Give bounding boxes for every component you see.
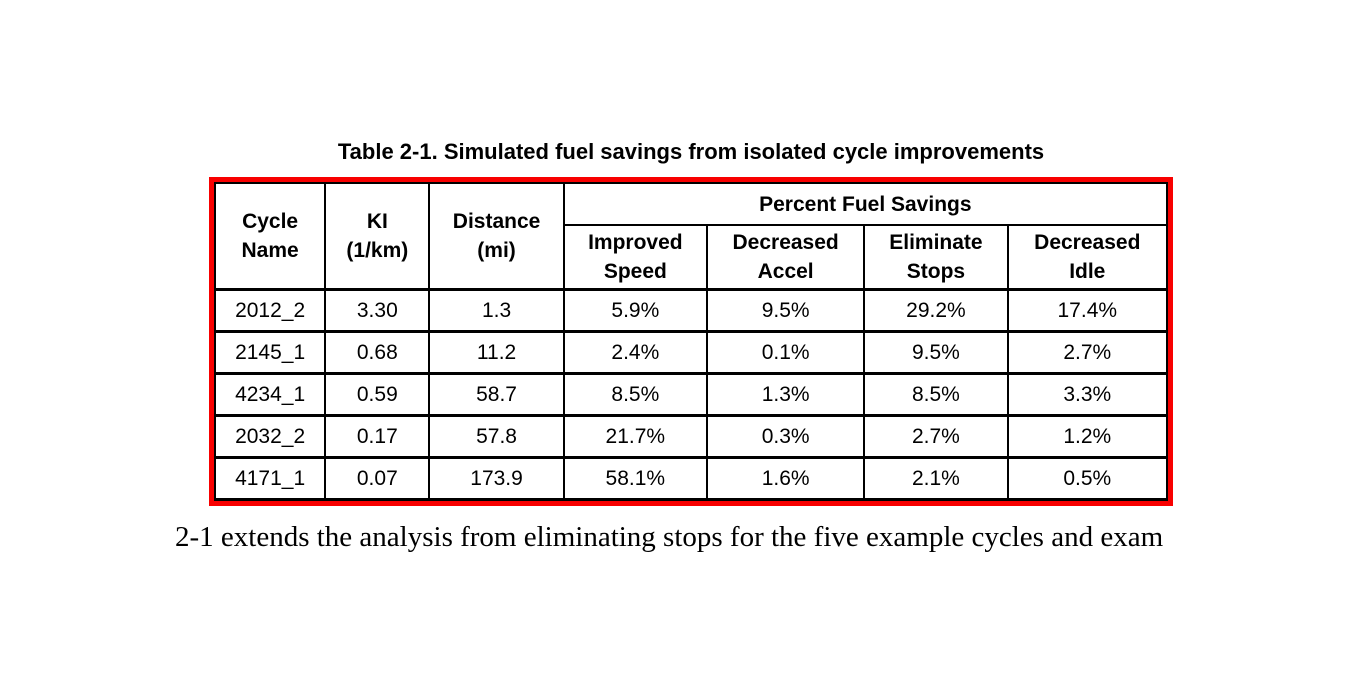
table-cell: 4171_1 <box>213 457 327 501</box>
table-cell: 29.2% <box>863 289 1009 333</box>
table-cell: 17.4% <box>1006 289 1169 333</box>
table-cell: 2012_2 <box>213 289 327 333</box>
table-cell: 5.9% <box>562 289 708 333</box>
table-cell: 1.3 <box>428 289 565 333</box>
table-cell: 8.5% <box>863 373 1009 417</box>
col-header-decreased-idle: Decreased Idle <box>1006 225 1169 291</box>
table-cell: 1.6% <box>705 457 866 501</box>
table-cell: 58.1% <box>562 457 708 501</box>
col-header-cycle-name: Cycle Name <box>213 183 327 291</box>
col-header-eliminate-stops: Eliminate Stops <box>863 225 1009 291</box>
table-row: 2032_2 0.17 57.8 21.7% 0.3% 2.7% 1.2% <box>213 415 1169 459</box>
table-caption: Table 2-1. Simulated fuel savings from i… <box>337 139 1045 164</box>
table-cell: 2.1% <box>863 457 1009 501</box>
body-paragraph: 2-1 extends the analysis from eliminatin… <box>175 521 1164 553</box>
table-cell: 3.30 <box>324 289 431 333</box>
table-red-frame: Cycle Name KI (1/km) Distance (mi) Perce… <box>209 177 1173 506</box>
col-header-ki: KI (1/km) <box>324 183 431 291</box>
table-cell: 57.8 <box>428 415 565 459</box>
col-group-header-percent-fuel-savings: Percent Fuel Savings <box>562 183 1169 226</box>
table-cell: 0.07 <box>324 457 431 501</box>
table-body: 2012_2 3.30 1.3 5.9% 9.5% 29.2% 17.4% 2145_1 0.6… <box>213 289 1169 501</box>
table-row: 4171_1 0.07 173.9 58.1% 1.6% 2.1% 0.5% <box>213 457 1169 501</box>
col-header-distance: Distance (mi) <box>428 183 565 291</box>
table-cell: 0.5% <box>1006 457 1169 501</box>
header-row-top: Cycle Name KI (1/km) Distance (mi) Perce… <box>213 183 1169 291</box>
table-cell: 0.68 <box>324 331 431 375</box>
table-cell: 2032_2 <box>213 415 327 459</box>
table-cell: 2145_1 <box>213 331 327 375</box>
table-cell: 0.3% <box>705 415 866 459</box>
table-row: 2012_2 3.30 1.3 5.9% 9.5% 29.2% 17.4% <box>213 289 1169 333</box>
table-cell: 58.7 <box>428 373 565 417</box>
table-cell: 8.5% <box>562 373 708 417</box>
col-header-decreased-accel: Decreased Accel <box>705 225 866 291</box>
table-cell: 11.2 <box>428 331 565 375</box>
table-cell: 2.7% <box>863 415 1009 459</box>
table-cell: 21.7% <box>562 415 708 459</box>
table-row: 2145_1 0.68 11.2 2.4% 0.1% 9.5% 2.7% <box>213 331 1169 375</box>
table-cell: 9.5% <box>863 331 1009 375</box>
table-cell: 1.3% <box>705 373 866 417</box>
table-cell: 2.7% <box>1006 331 1169 375</box>
table-cell: 0.17 <box>324 415 431 459</box>
table-cell: 3.3% <box>1006 373 1169 417</box>
table-cell: 2.4% <box>562 331 708 375</box>
table-cell: 173.9 <box>428 457 565 501</box>
fuel-savings-table: Cycle Name KI (1/km) Distance (mi) Perce… <box>213 182 1169 501</box>
table-cell: 4234_1 <box>213 373 327 417</box>
table-cell: 0.59 <box>324 373 431 417</box>
table-cell: 0.1% <box>705 331 866 375</box>
table-header: Cycle Name KI (1/km) Distance (mi) Perce… <box>213 183 1169 291</box>
header-row-sub: Improved Speed Decreased Accel Eliminate… <box>215 225 1169 291</box>
col-header-improved-speed: Improved Speed <box>562 225 708 291</box>
table-cell: 1.2% <box>1006 415 1169 459</box>
table-cell: 9.5% <box>705 289 866 333</box>
table-row: 4234_1 0.59 58.7 8.5% 1.3% 8.5% 3.3% <box>213 373 1169 417</box>
